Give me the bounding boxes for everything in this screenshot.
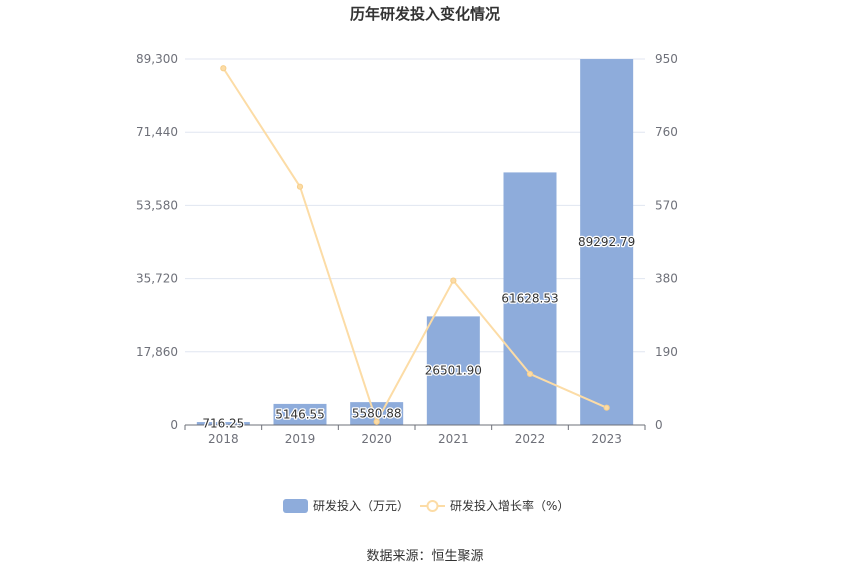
bar-2021: [426, 316, 480, 425]
data-source: 数据来源：恒生聚源: [366, 549, 483, 564]
growth-rate-point-2023: [603, 404, 610, 411]
bar-value-label: 5146.55: [275, 407, 325, 421]
bar-2018: [196, 422, 250, 425]
bar-value-label: 5580.88: [352, 407, 402, 421]
bar-value-label: 89292.79: [578, 235, 635, 249]
growth-rate-point-2018: [220, 65, 227, 72]
left-axis-tick-label: 17,860: [136, 345, 178, 359]
right-axis-tick-label: 380: [655, 272, 678, 286]
legend: 研发投入（万元） 研发投入增长率（%）: [283, 498, 569, 513]
grid-lines: [185, 58, 645, 353]
left-axis-tick-label: 89,300: [136, 52, 178, 66]
x-axis-label: 2019: [285, 432, 316, 446]
legend-item-rd-investment[interactable]: 研发投入（万元）: [283, 498, 409, 513]
growth-rate-point-2022: [526, 370, 534, 378]
bar-value-label: 26501.90: [425, 364, 482, 378]
right-axis-tick-label: 760: [655, 125, 678, 139]
legend-line-marker: [426, 500, 439, 512]
x-axis-label: 2022: [515, 432, 546, 446]
right-axis-tick-label: 0: [655, 418, 663, 432]
left-axis-tick-label: 35,720: [136, 272, 178, 286]
bar-value-label: 716.25: [202, 417, 244, 431]
bar-value-labels: 716.25 5146.55 5580.88 26501.90 61628.53 8929…: [201, 234, 636, 432]
left-axis-tick-label: 0: [170, 418, 178, 432]
bar-2023: [580, 59, 634, 426]
x-axis-label: 2018: [208, 432, 239, 446]
bar-2020: [350, 402, 404, 425]
growth-rate-point-2020: [373, 418, 380, 425]
right-axis-tick-label: 950: [655, 52, 678, 66]
bar-2022: [503, 172, 557, 425]
x-axis-label: 2023: [591, 432, 622, 446]
bar-2019: [273, 403, 327, 425]
growth-rate-point-2019: [296, 183, 304, 190]
legend-bar-label: 研发投入（万元）: [313, 498, 409, 513]
axes: 0 17,860 35,720 53,580 71,440 89,300 0 190 380 57…: [136, 52, 678, 446]
bar-series: [196, 59, 634, 426]
left-axis-tick-label: 71,440: [136, 125, 178, 139]
legend-item-growth-rate[interactable]: 研发投入增长率（%）: [420, 498, 569, 513]
line-series: [220, 65, 610, 425]
legend-line-label: 研发投入增长率（%）: [450, 498, 569, 513]
growth-rate-point-2021: [450, 277, 457, 284]
growth-rate-line: [222, 67, 608, 423]
x-axis-label: 2021: [438, 432, 469, 446]
bar-value-label: 61628.53: [501, 292, 558, 306]
left-axis-tick-label: 53,580: [136, 198, 178, 212]
right-axis-tick-label: 570: [655, 198, 678, 212]
legend-bar-swatch: [283, 499, 308, 513]
right-axis-tick-label: 190: [655, 345, 678, 359]
x-axis-label: 2020: [361, 432, 392, 446]
chart-title: 历年研发投入变化情况: [350, 5, 500, 23]
